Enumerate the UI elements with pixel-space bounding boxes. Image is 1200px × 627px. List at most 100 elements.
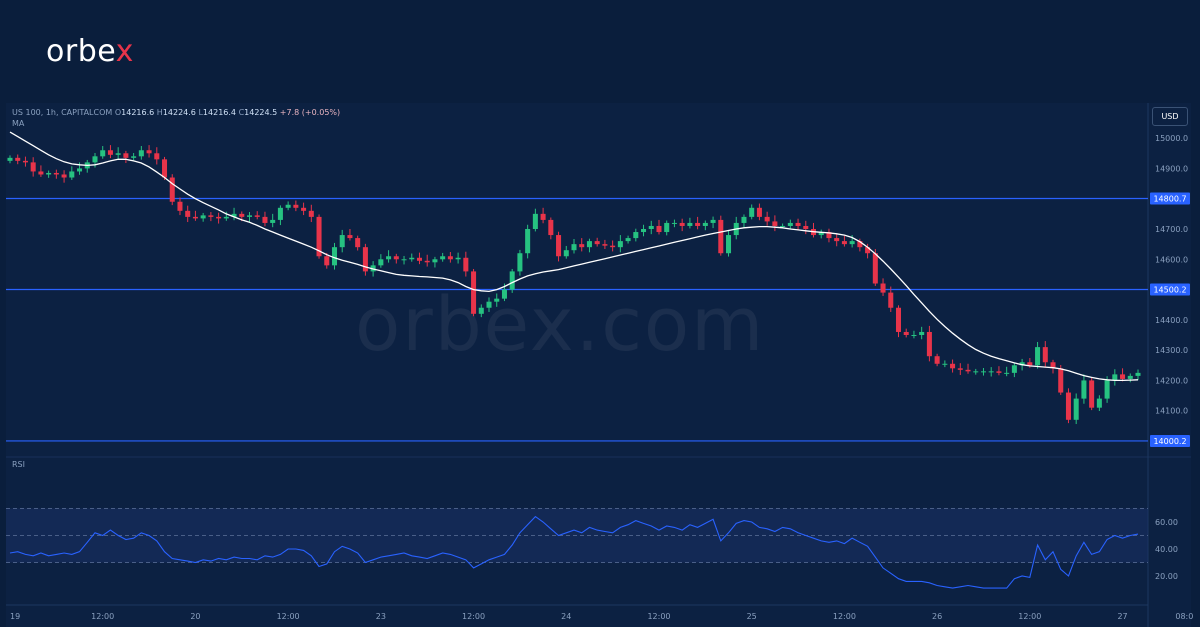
candle-body <box>331 247 338 266</box>
candle-body <box>988 371 994 373</box>
candle-body <box>46 172 52 175</box>
candle-body <box>834 238 840 242</box>
candle-body <box>177 201 183 211</box>
open-value: 14216.6 <box>121 108 155 117</box>
candle-body <box>841 241 847 245</box>
y-tick-label: 14400.0 <box>1155 316 1188 325</box>
candle-body <box>950 363 956 369</box>
watermark: orbex.com <box>355 282 766 368</box>
candle-body <box>270 219 276 223</box>
candle-body <box>92 156 98 163</box>
candle-body <box>996 371 1002 373</box>
x-tick-label: 12:00 <box>277 612 300 621</box>
candle-body <box>671 222 677 224</box>
candle-body <box>880 283 886 293</box>
candle-body <box>494 298 500 302</box>
candle-body <box>865 247 871 254</box>
candle-body <box>1104 380 1110 399</box>
candle-body <box>617 241 623 248</box>
candle-body <box>447 256 453 260</box>
candle-body <box>53 172 59 175</box>
candle-body <box>486 301 492 308</box>
rsi-line <box>9 515 1139 589</box>
candle-body <box>432 259 438 263</box>
candle-body <box>656 225 662 233</box>
candle-body <box>169 177 175 202</box>
candle-body <box>339 235 345 248</box>
candle-body <box>509 271 515 290</box>
x-tick-label: 12:00 <box>91 612 114 621</box>
candle-body <box>355 238 361 248</box>
candle-body <box>131 156 137 158</box>
moving-average-line <box>9 131 1139 382</box>
candle-body <box>138 150 144 157</box>
candle-body <box>1081 380 1087 399</box>
x-tick-label: 12:00 <box>462 612 485 621</box>
candle-body <box>100 150 106 157</box>
candle-body <box>957 368 963 370</box>
candle-body <box>239 213 245 217</box>
rsi-tick-label: 60.00 <box>1155 518 1178 527</box>
candle-body <box>15 157 21 161</box>
level-tag <box>1150 192 1190 205</box>
candle-body <box>579 244 585 248</box>
x-tick-label: 08:0 <box>1175 612 1193 621</box>
x-tick-label: 20 <box>190 612 200 621</box>
candle-body <box>795 222 801 226</box>
candle-body <box>980 371 986 373</box>
candle-body <box>702 222 708 226</box>
currency-button[interactable]: USD <box>1152 107 1188 126</box>
candle-body <box>440 256 446 260</box>
candle-body <box>463 257 469 272</box>
rsi-tick-label: 20.00 <box>1155 572 1178 581</box>
candle-body <box>973 371 979 373</box>
candle-body <box>362 247 368 272</box>
candle-body <box>919 331 925 335</box>
candle-body <box>532 213 538 229</box>
open-label: O <box>114 108 122 117</box>
ohlc-legend: US 100, 1h, CAPITALCOM O14216.6 H14224.6… <box>12 108 340 117</box>
candle-body <box>231 213 237 217</box>
candle-body <box>695 222 701 226</box>
level-label: 14800.7 <box>1153 195 1186 204</box>
candle-body <box>1035 347 1041 366</box>
candle-body <box>965 369 971 372</box>
candle-body <box>455 257 461 260</box>
candle-body <box>540 213 546 220</box>
candle-body <box>1050 362 1056 369</box>
candle-body <box>586 241 592 248</box>
candle-body <box>386 256 392 260</box>
candle-body <box>633 232 639 239</box>
candle-body <box>664 222 670 233</box>
candle-body <box>1004 372 1010 374</box>
x-tick-label: 12:00 <box>1018 612 1041 621</box>
candle-body <box>525 229 531 254</box>
candle-body <box>1135 372 1141 376</box>
candle-body <box>625 238 631 242</box>
candle-body <box>471 271 477 314</box>
candle-body <box>594 241 600 245</box>
candle-body <box>115 153 121 155</box>
candle-body <box>818 232 824 236</box>
candle-body <box>857 241 863 248</box>
y-tick-label: 14600.0 <box>1155 255 1188 264</box>
candle-body <box>77 168 83 172</box>
candle-body <box>285 204 291 208</box>
x-tick-label: 19 <box>10 612 20 621</box>
y-tick-label: 14900.0 <box>1155 164 1188 173</box>
candle-body <box>1112 374 1118 381</box>
rsi-indicator-label[interactable]: RSI <box>12 460 25 469</box>
candle-body <box>1042 347 1048 363</box>
ma-indicator-label[interactable]: MA <box>12 119 25 128</box>
candle-body <box>1065 392 1071 420</box>
low-label: L <box>198 108 203 117</box>
candle-body <box>223 216 229 219</box>
candle-body <box>749 207 755 217</box>
candle-body <box>888 292 894 308</box>
candle-body <box>293 204 299 208</box>
candle-body <box>1096 398 1102 408</box>
candle-body <box>756 207 762 217</box>
y-tick-label: 14200.0 <box>1155 376 1188 385</box>
